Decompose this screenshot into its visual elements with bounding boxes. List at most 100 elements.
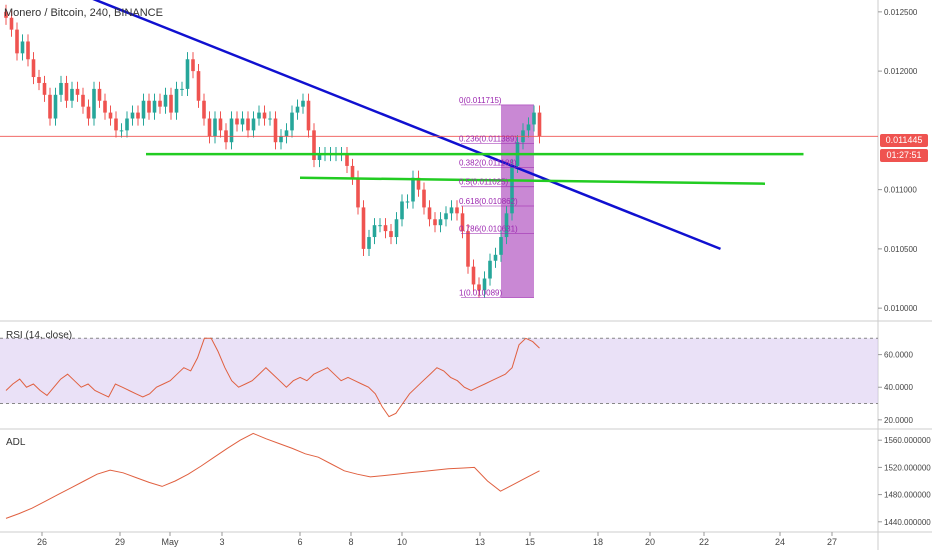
price-axis-label: 0.012000 [884,67,918,76]
candle-body [284,130,289,137]
candle-body [119,130,124,132]
candle-body [125,118,129,131]
candle-body [240,118,245,125]
candle-body [246,118,250,131]
candle-body [31,59,36,78]
candle-body [4,11,8,18]
candle-body [312,130,316,160]
candle-body [262,112,267,119]
last-price-tag: 0.011445 [880,134,928,147]
candle-body [114,118,118,131]
support-line [299,176,766,185]
symbol-title: Monero / Bitcoin, 240, BINANCE [4,7,163,19]
candle-body [361,207,366,249]
candle-body [493,254,498,261]
candle-body [504,213,509,238]
candle-body [306,100,311,131]
candle-body [75,88,80,95]
candle-body [477,284,481,291]
candle-body [59,82,63,95]
fib-level-label: 0.382(0.011188) [459,158,517,167]
candle-body [394,219,399,238]
adl-title: ADL [6,437,26,448]
candle-body [411,177,415,202]
time-axis-label: May [161,537,179,547]
candle-body [466,231,470,267]
time-axis-label: 15 [525,537,535,547]
candle-body [350,165,355,178]
candle-body [444,213,448,220]
candle-body [229,118,234,143]
price-axis-label: 0.011000 [884,186,917,195]
candle-body [196,71,201,101]
candle-body [449,207,454,214]
candle-body [213,118,217,137]
candle-body [207,118,212,137]
candle-body [48,94,52,119]
candle-body [372,225,377,238]
candle-body [356,177,360,208]
candle-body [499,237,503,255]
rsi-band-fill [0,338,878,404]
candle-body [383,225,388,232]
candle-body [37,77,41,83]
time-axis-label: 29 [115,537,125,547]
candle-body [273,118,278,143]
adl-axis-label: 1560.000000 [884,436,931,445]
candle-body [20,41,25,54]
candle-body [532,112,536,125]
candle-body [433,219,437,226]
candle-body [147,100,151,113]
candle-body [64,82,69,101]
candle-body [317,154,322,160]
candle-body [235,118,239,125]
candle-body [53,94,58,119]
candle-body [471,266,476,285]
time-axis-label: 27 [827,537,837,547]
adl-line [5,432,540,519]
candle-body [152,100,157,113]
candle-body [174,88,179,113]
candle-body [526,124,531,131]
candle-body [218,118,223,131]
rsi-axis-label: 40.0000 [884,383,913,392]
candle-body [202,100,206,119]
candle-body [455,207,459,214]
time-axis-label: 8 [348,537,353,547]
candle-body [482,278,487,291]
candle-body [163,94,168,107]
candle-body [158,100,162,107]
candle-body [86,106,91,119]
candle-body [301,100,305,107]
candle-body [427,207,432,220]
candle-body [103,100,107,113]
candle-body [251,118,256,131]
time-axis-label: 3 [219,537,224,547]
candle-body [422,189,426,208]
price-axis-label: 0.010000 [884,304,918,313]
rsi-axis-label: 60.0000 [884,351,913,360]
candle-body [389,231,393,238]
candle-body [185,59,190,89]
candle-body [290,112,294,131]
candle-body [405,201,410,203]
candle-body [169,94,173,113]
adl-axis-label: 1480.000000 [884,491,931,500]
candle-body [81,94,85,107]
time-axis-label: 13 [475,537,485,547]
price-axis-label: 0.012500 [884,8,918,17]
candle-body [416,177,421,190]
candle-body [42,82,47,95]
candle-body [460,213,465,232]
candle-body [97,88,102,101]
trendline [92,0,721,251]
candle-body [92,88,96,119]
rsi-axis-label: 20.0000 [884,416,913,425]
candle-body [9,17,14,30]
fib-level-label: 0.618(0.010862) [459,197,518,206]
candle-body [279,136,283,143]
candle-body [191,59,195,72]
rsi-title: RSI (14, close) [6,330,73,341]
candle-body [295,106,300,113]
